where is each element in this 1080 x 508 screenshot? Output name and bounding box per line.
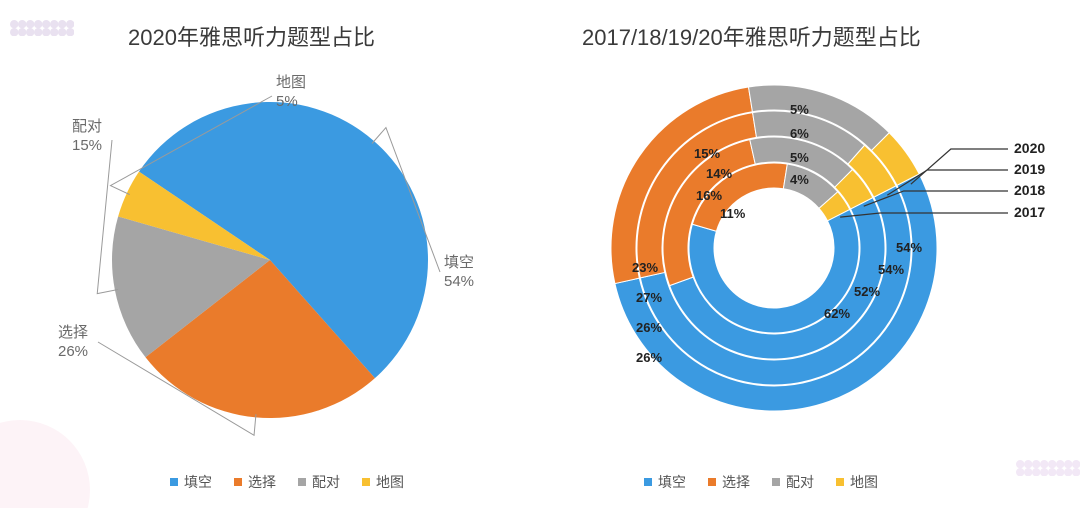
donut-pct-label: 5% [790, 150, 809, 165]
legend-label: 填空 [658, 472, 686, 492]
donut-pct-label: 23% [632, 260, 658, 275]
donut-pct-label: 26% [636, 350, 662, 365]
legend-item-match: 配对 [772, 472, 814, 492]
page-root: 2020年雅思听力题型占比 2017/18/19/20年雅思听力题型占比 填空 … [0, 0, 1080, 508]
legend-label: 配对 [786, 472, 814, 492]
legend-label: 选择 [248, 472, 276, 492]
donut-pct-label: 26% [636, 320, 662, 335]
legend-bullet [708, 478, 716, 486]
donut-pct-label: 11% [720, 206, 745, 221]
year-label-2017: 2017 [1014, 204, 1045, 220]
legend-bullet [644, 478, 652, 486]
pie-legend: 填空 选择 配对 地图 [170, 472, 404, 492]
legend-bullet [234, 478, 242, 486]
legend-label: 地图 [376, 472, 404, 492]
legend-label: 地图 [850, 472, 878, 492]
donut-pct-label: 54% [878, 262, 904, 277]
donut-pct-label: 6% [790, 126, 809, 141]
legend-item-map: 地图 [836, 472, 878, 492]
donut-pct-label: 54% [896, 240, 922, 255]
donut-pct-label: 52% [854, 284, 880, 299]
donut-pct-label: 16% [696, 188, 722, 203]
legend-bullet [772, 478, 780, 486]
legend-bullet [170, 478, 178, 486]
donut-pct-label: 14% [706, 166, 732, 181]
legend-bullet [362, 478, 370, 486]
donut-pct-label: 5% [790, 102, 809, 117]
legend-bullet [298, 478, 306, 486]
legend-label: 选择 [722, 472, 750, 492]
bottom-right-dots [1016, 460, 1080, 476]
legend-item-map: 地图 [362, 472, 404, 492]
donut-pct-label: 15% [694, 146, 720, 161]
donut-chart [0, 0, 1080, 460]
legend-item-match: 配对 [298, 472, 340, 492]
year-label-2018: 2018 [1014, 182, 1045, 198]
legend-bullet [836, 478, 844, 486]
donut-pct-label: 27% [636, 290, 662, 305]
legend-item-choice: 选择 [708, 472, 750, 492]
legend-label: 填空 [184, 472, 212, 492]
year-label-2019: 2019 [1014, 161, 1045, 177]
legend-item-choice: 选择 [234, 472, 276, 492]
legend-item-fill-blank: 填空 [170, 472, 212, 492]
legend-label: 配对 [312, 472, 340, 492]
year-label-2020: 2020 [1014, 140, 1045, 156]
donut-pct-label: 4% [790, 172, 809, 187]
donut-legend: 填空 选择 配对 地图 [644, 472, 878, 492]
legend-item-fill-blank: 填空 [644, 472, 686, 492]
donut-pct-label: 62% [824, 306, 850, 321]
